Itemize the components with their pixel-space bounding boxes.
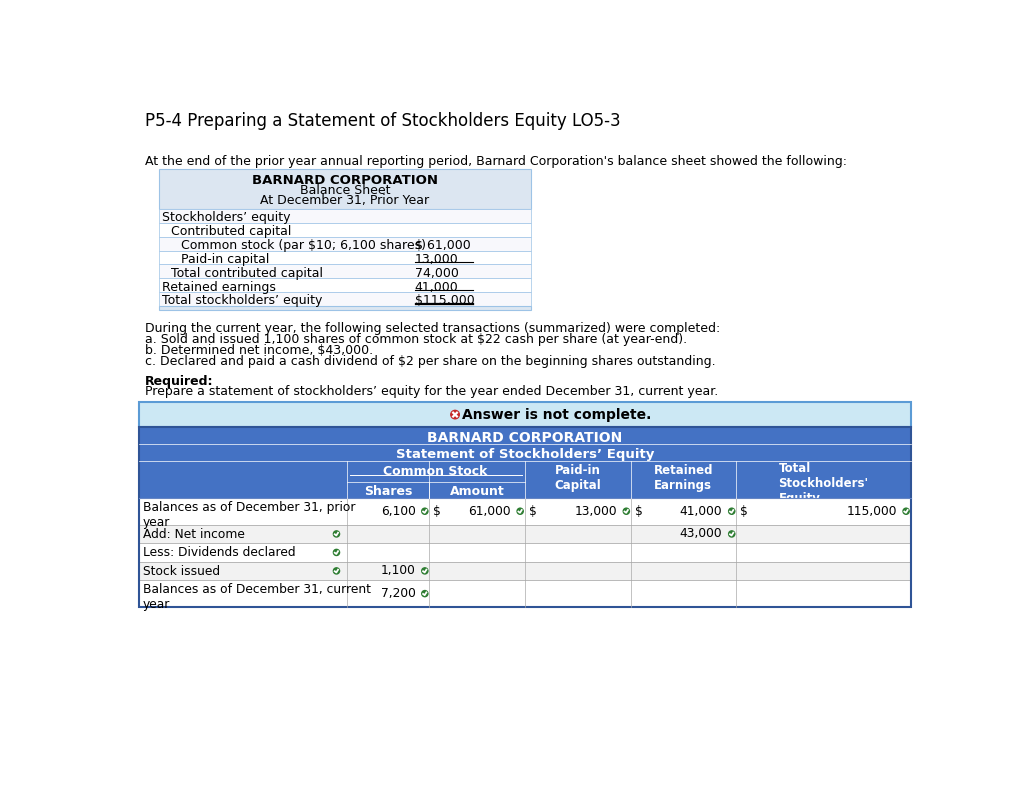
Text: Answer is not complete.: Answer is not complete. bbox=[462, 408, 651, 421]
Bar bbox=[139, 402, 910, 427]
Text: $: $ bbox=[740, 505, 748, 518]
Bar bbox=[139, 524, 910, 543]
Bar bbox=[159, 278, 531, 292]
Text: Total contributed capital: Total contributed capital bbox=[171, 267, 324, 280]
Text: BARNARD CORPORATION: BARNARD CORPORATION bbox=[427, 431, 623, 445]
Text: 13,000: 13,000 bbox=[574, 505, 617, 518]
Text: $ 61,000: $ 61,000 bbox=[415, 239, 470, 252]
Text: BARNARD CORPORATION: BARNARD CORPORATION bbox=[252, 174, 438, 188]
Text: $115,000: $115,000 bbox=[415, 295, 474, 307]
Text: 61,000: 61,000 bbox=[468, 505, 511, 518]
Circle shape bbox=[729, 531, 735, 537]
Text: 1,100: 1,100 bbox=[381, 565, 416, 577]
Text: Paid-in
Capital: Paid-in Capital bbox=[555, 464, 601, 492]
Circle shape bbox=[334, 550, 340, 555]
Text: Balances as of December 31, prior
year: Balances as of December 31, prior year bbox=[142, 501, 355, 529]
Text: $: $ bbox=[635, 505, 643, 518]
Text: Stockholders’ equity: Stockholders’ equity bbox=[162, 211, 291, 224]
Bar bbox=[159, 209, 531, 223]
Text: 43,000: 43,000 bbox=[680, 527, 722, 540]
Text: Add: Net income: Add: Net income bbox=[142, 527, 245, 541]
Text: Less: Dividends declared: Less: Dividends declared bbox=[142, 546, 295, 559]
Text: $: $ bbox=[433, 505, 441, 518]
Bar bbox=[159, 223, 531, 237]
Circle shape bbox=[422, 508, 428, 514]
Circle shape bbox=[517, 508, 523, 514]
Text: c. Declared and paid a cash dividend of $2 per share on the beginning shares out: c. Declared and paid a cash dividend of … bbox=[145, 355, 716, 367]
Text: Required:: Required: bbox=[145, 375, 214, 387]
Circle shape bbox=[422, 568, 428, 574]
Text: Retained
Earnings: Retained Earnings bbox=[654, 464, 714, 492]
Text: Total
Stockholders'
Equity: Total Stockholders' Equity bbox=[778, 463, 868, 505]
Circle shape bbox=[334, 531, 340, 537]
Bar bbox=[139, 580, 910, 607]
Bar bbox=[159, 306, 531, 310]
Circle shape bbox=[334, 568, 340, 574]
Bar bbox=[139, 427, 910, 607]
Bar bbox=[139, 562, 910, 580]
Text: Total stockholders’ equity: Total stockholders’ equity bbox=[162, 295, 323, 307]
Text: 13,000: 13,000 bbox=[415, 253, 459, 266]
Text: Contributed capital: Contributed capital bbox=[171, 225, 292, 238]
Text: Amount: Amount bbox=[450, 485, 505, 497]
Text: 41,000: 41,000 bbox=[680, 505, 722, 518]
Text: 6,100: 6,100 bbox=[381, 505, 416, 518]
Text: Balances as of December 31, current
year: Balances as of December 31, current year bbox=[142, 583, 371, 611]
Bar bbox=[139, 444, 910, 461]
Bar bbox=[159, 265, 531, 278]
Text: 115,000: 115,000 bbox=[846, 505, 897, 518]
Text: Statement of Stockholders’ Equity: Statement of Stockholders’ Equity bbox=[395, 447, 654, 461]
Text: Stock issued: Stock issued bbox=[142, 565, 220, 577]
Bar bbox=[139, 497, 910, 524]
Text: Retained earnings: Retained earnings bbox=[162, 280, 276, 294]
Circle shape bbox=[422, 591, 428, 596]
Text: Balance Sheet: Balance Sheet bbox=[300, 185, 390, 197]
Bar bbox=[159, 237, 531, 250]
Text: P5-4 Preparing a Statement of Stockholders Equity LO5-3: P5-4 Preparing a Statement of Stockholde… bbox=[145, 112, 621, 130]
Text: $: $ bbox=[528, 505, 537, 518]
Text: Paid-in capital: Paid-in capital bbox=[180, 253, 269, 266]
Text: 41,000: 41,000 bbox=[415, 280, 459, 294]
Text: b. Determined net income, $43,000.: b. Determined net income, $43,000. bbox=[145, 344, 373, 356]
Text: At December 31, Prior Year: At December 31, Prior Year bbox=[260, 193, 429, 207]
Bar bbox=[159, 169, 531, 209]
Circle shape bbox=[903, 508, 909, 514]
Bar bbox=[139, 461, 910, 497]
Text: Common stock (par $10; 6,100 shares): Common stock (par $10; 6,100 shares) bbox=[180, 239, 426, 252]
Text: Prepare a statement of stockholders’ equity for the year ended December 31, curr: Prepare a statement of stockholders’ equ… bbox=[145, 386, 718, 398]
Circle shape bbox=[624, 508, 630, 514]
Text: 74,000: 74,000 bbox=[415, 267, 459, 280]
Text: At the end of the prior year annual reporting period, Barnard Corporation's bala: At the end of the prior year annual repo… bbox=[145, 155, 847, 168]
Circle shape bbox=[451, 410, 460, 419]
Text: Shares: Shares bbox=[364, 485, 413, 497]
Text: 7,200: 7,200 bbox=[381, 587, 416, 600]
Bar bbox=[139, 543, 910, 562]
Bar bbox=[139, 427, 910, 444]
Bar bbox=[159, 250, 531, 265]
Text: Common Stock: Common Stock bbox=[383, 466, 487, 478]
Circle shape bbox=[729, 508, 735, 514]
Text: During the current year, the following selected transactions (summarized) were c: During the current year, the following s… bbox=[145, 322, 720, 335]
Bar bbox=[159, 292, 531, 306]
Text: a. Sold and issued 1,100 shares of common stock at $22 cash per share (at year-e: a. Sold and issued 1,100 shares of commo… bbox=[145, 333, 687, 346]
